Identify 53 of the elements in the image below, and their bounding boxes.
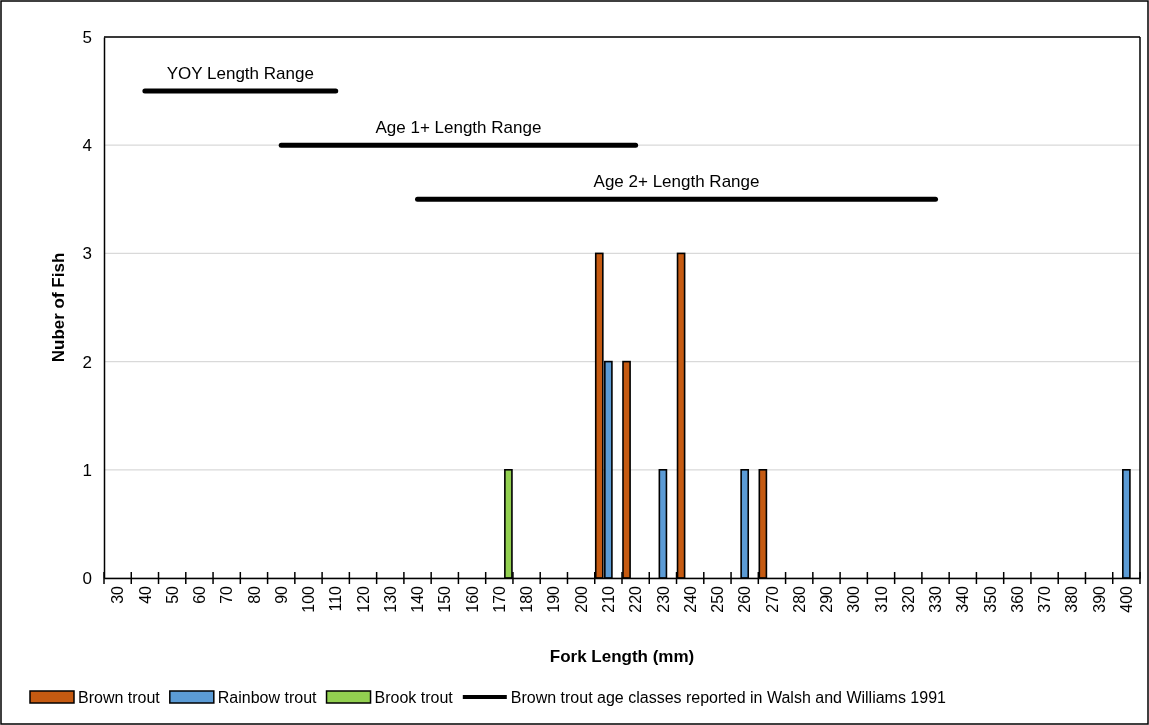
y-tick-label: 2: [82, 352, 92, 372]
y-axis-title: Nuber of Fish: [49, 252, 68, 363]
y-tick-label: 1: [82, 460, 92, 480]
x-tick-label: 340: [954, 585, 972, 613]
legend-label: Brook trout: [374, 689, 454, 706]
y-tick-label: 4: [82, 136, 92, 156]
x-tick-label: 110: [327, 585, 345, 612]
x-tick-label: 30: [109, 585, 127, 604]
x-tick-label: 190: [545, 585, 563, 613]
x-axis-title: Fork Length (mm): [549, 647, 695, 666]
x-tick-label: 390: [1090, 585, 1108, 613]
x-tick-label: 100: [300, 585, 318, 613]
x-tick-label: 330: [927, 585, 945, 613]
x-tick-label: 310: [872, 585, 890, 613]
x-tick-label: 250: [709, 585, 727, 613]
x-tick-label: 200: [572, 585, 590, 613]
x-tick-label: 210: [599, 585, 617, 613]
y-tick-label: 5: [82, 27, 92, 47]
x-tick-label: 70: [218, 585, 236, 604]
x-tick-label: 160: [463, 585, 481, 613]
x-tick-label: 270: [763, 585, 781, 613]
x-tick-label: 320: [899, 585, 917, 613]
x-tick-label: 370: [1036, 585, 1054, 613]
x-tick-label: 230: [654, 585, 672, 613]
x-tick-label: 150: [436, 585, 454, 613]
x-tick-label: 350: [981, 585, 999, 613]
legend-label: Rainbow trout: [217, 689, 318, 706]
x-tick-label: 130: [381, 585, 399, 613]
legend-label: Brown trout age classes reported in Walsh and Williams 1991: [510, 689, 947, 706]
y-tick-label: 3: [82, 244, 92, 264]
legend-label: Brown trout: [78, 689, 161, 706]
x-tick-label: 290: [818, 585, 836, 613]
x-tick-label: 140: [409, 585, 427, 613]
x-tick-label: 260: [736, 585, 754, 613]
x-tick-label: 300: [845, 585, 863, 613]
x-tick-label: 400: [1117, 585, 1135, 613]
x-tick-label: 120: [354, 585, 372, 613]
x-tick-label: 280: [790, 585, 808, 613]
x-tick-label: 180: [518, 585, 536, 613]
x-tick-label: 240: [681, 585, 699, 613]
x-tick-label: 90: [272, 585, 290, 604]
x-tick-label: 360: [1008, 585, 1026, 613]
x-tick-label: 170: [490, 585, 508, 613]
x-tick-label: 80: [245, 585, 263, 604]
x-tick-label: 40: [136, 585, 154, 604]
annotation: Age 2+ Length Range: [593, 172, 760, 192]
annotation: YOY Length Range: [166, 64, 314, 84]
y-tick-label: 0: [82, 568, 92, 588]
annotation: Age 1+ Length Range: [375, 118, 542, 138]
x-tick-label: 220: [627, 585, 645, 613]
x-tick-label: 380: [1063, 585, 1081, 613]
x-tick-label: 50: [163, 585, 181, 604]
x-tick-label: 60: [191, 585, 209, 604]
